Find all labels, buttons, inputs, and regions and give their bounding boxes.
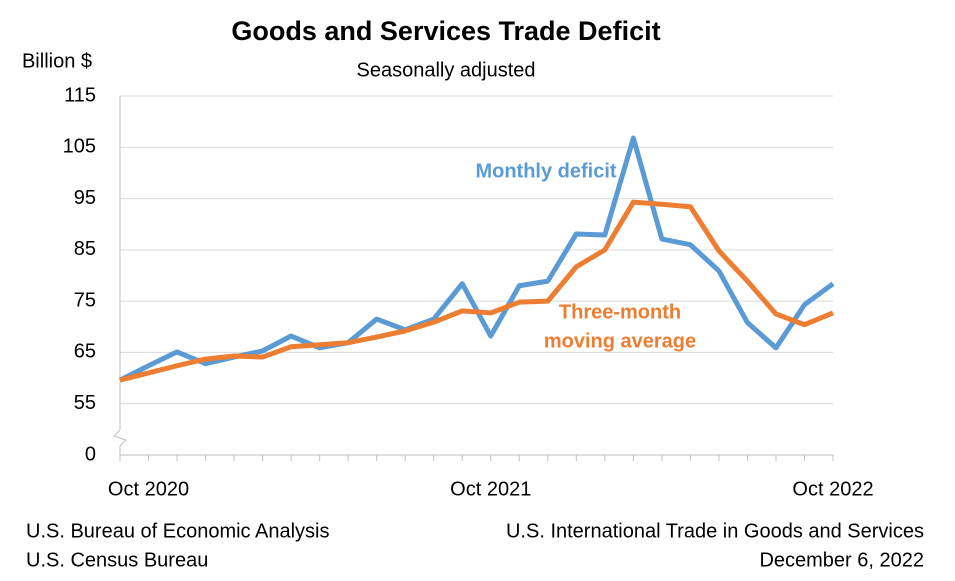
chart-title: Goods and Services Trade Deficit	[231, 16, 660, 46]
y-tick-label: 95	[74, 187, 96, 209]
axis-break	[113, 429, 127, 447]
y-tick-label: 105	[63, 136, 96, 158]
y-tick-label: 85	[74, 238, 96, 260]
y-tick-label: 75	[74, 289, 96, 311]
y-axis-label: Billion $	[22, 50, 92, 72]
footer-text: U.S. International Trade in Goods and Se…	[506, 520, 924, 542]
x-tick-label: Oct 2020	[108, 478, 189, 500]
series-line	[119, 199, 834, 383]
y-tick-label: 65	[74, 341, 96, 363]
chart-subtitle: Seasonally adjusted	[356, 59, 535, 81]
y-tick-label: 115	[64, 84, 96, 106]
series-label: moving average	[544, 330, 696, 352]
footer-text: U.S. Census Bureau	[26, 549, 208, 571]
x-tick-label: Oct 2021	[450, 478, 531, 500]
series-label: Monthly deficit	[475, 160, 616, 182]
y-tick-label: 55	[74, 392, 96, 414]
y-tick-label: 0	[85, 443, 96, 465]
footer-text: U.S. Bureau of Economic Analysis	[26, 520, 329, 542]
footer-text: December 6, 2022	[759, 549, 924, 571]
x-tick-label: Oct 2022	[792, 478, 873, 500]
series-label: Three-month	[559, 301, 681, 323]
